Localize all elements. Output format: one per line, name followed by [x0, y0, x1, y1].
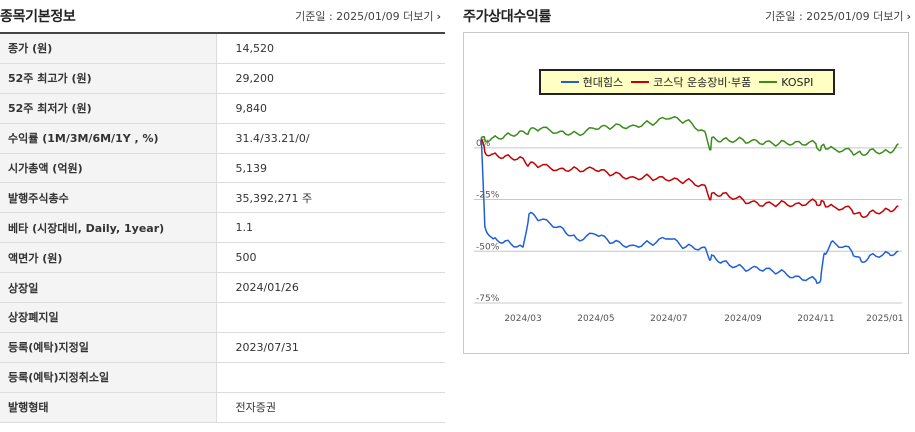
- info-row: 52주 최저가 (원) 9,840: [0, 93, 445, 124]
- chart-legend: 현대힘스 코스닥 운송장비·부품 KOSPI: [539, 69, 835, 95]
- basic-info-title: 종목기본정보: [0, 9, 76, 25]
- x-tick-label: 2024/09: [724, 314, 762, 324]
- relative-return-date: 기준일 : 2025/01/09: [765, 10, 870, 23]
- relative-return-header: 주가상대수익률 기준일 : 2025/01/09 더보기 ›: [463, 0, 913, 32]
- x-tick-label: 2025/01: [866, 314, 903, 324]
- relative-return-more-link[interactable]: 더보기 ›: [873, 10, 911, 23]
- legend-swatch: [759, 81, 778, 83]
- info-row: 발행형태 전자증권: [0, 392, 445, 423]
- info-row-label: 상장일: [0, 272, 217, 304]
- legend-item: 코스닥 운송장비·부품: [631, 74, 751, 90]
- legend-label: 코스닥 운송장비·부품: [653, 76, 752, 89]
- basic-info-meta: 기준일 : 2025/01/09 더보기 ›: [295, 8, 441, 24]
- info-row-label: 발행주식총수: [0, 182, 217, 214]
- info-row-label: 52주 최저가 (원): [0, 93, 217, 124]
- info-row: 상장일 2024/01/26: [0, 272, 445, 304]
- info-row-value: 9,840: [216, 93, 445, 124]
- legend-label: 현대힘스: [582, 76, 624, 89]
- info-row-label: 수익률 (1M/3M/6M/1Y , %): [0, 123, 217, 154]
- info-row: 발행주식총수 35,392,271 주: [0, 182, 445, 214]
- info-row: 종가 (원) 14,520: [0, 33, 445, 64]
- info-row: 시가총액 (억원) 5,139: [0, 153, 445, 184]
- x-tick-label: 2024/11: [797, 314, 834, 324]
- legend-label: KOSPI: [781, 75, 814, 89]
- info-row-value: 14,520: [216, 33, 445, 64]
- chevron-right-icon: ›: [436, 10, 441, 23]
- legend-swatch: [631, 81, 650, 83]
- info-row-value: 500: [216, 242, 445, 274]
- info-row-value: 전자증권: [216, 392, 445, 423]
- basic-info-date: 기준일 : 2025/01/09: [295, 10, 400, 23]
- info-row-value: [216, 362, 445, 393]
- info-row-label: 액면가 (원): [0, 242, 217, 274]
- info-row-value: 31.4/33.21/0/: [216, 123, 445, 154]
- chart-plot-area: 0%-25%-50%-75%2024/03 2024/05 2024/07 2024/…: [474, 115, 904, 324]
- info-row: 등록(예탁)지정취소일: [0, 362, 445, 393]
- basic-info-panel: 종목기본정보 기준일 : 2025/01/09 더보기 › 종가 (원) 14,52…: [0, 0, 445, 432]
- series-line: [480, 138, 899, 218]
- info-row-label: 종가 (원): [0, 33, 217, 64]
- info-row-value: [216, 302, 445, 333]
- relative-return-meta: 기준일 : 2025/01/09 더보기 ›: [765, 8, 911, 24]
- x-tick-label: 2024/03: [504, 314, 541, 324]
- info-row-label: 상장폐지일: [0, 302, 217, 333]
- basic-info-more-label: 더보기: [403, 10, 434, 23]
- info-row-value: 1.1: [216, 212, 445, 244]
- info-row: 액면가 (원) 500: [0, 242, 445, 274]
- info-row-value: 2024/01/26: [216, 272, 445, 304]
- legend-swatch: [560, 81, 579, 83]
- relative-return-panel: 주가상대수익률 기준일 : 2025/01/09 더보기 › 0% -25% -50%…: [463, 0, 913, 432]
- x-tick-label: 2024/07: [650, 314, 687, 324]
- y-tick-label: -50%: [476, 242, 500, 252]
- info-row-label: 베타 (시장대비, Daily, 1year): [0, 212, 217, 244]
- info-row-label: 등록(예탁)지정취소일: [0, 362, 217, 393]
- y-tick-label: -25%: [476, 191, 500, 201]
- info-row-value: 2023/07/31: [216, 332, 445, 363]
- info-row-value: 29,200: [216, 63, 445, 94]
- relative-return-more-label: 더보기: [873, 10, 904, 23]
- legend-item: KOSPI: [759, 76, 813, 89]
- chevron-right-icon: ›: [906, 10, 911, 23]
- info-row: 52주 최고가 (원) 29,200: [0, 63, 445, 94]
- info-row: 등록(예탁)지정일 2023/07/31: [0, 332, 445, 363]
- info-row-value: 35,392,271 주: [216, 182, 445, 214]
- y-tick-label: -75%: [476, 294, 500, 304]
- info-row: 수익률 (1M/3M/6M/1Y , %) 31.4/33.21/0/: [0, 123, 445, 154]
- relative-return-title: 주가상대수익률: [463, 9, 552, 25]
- info-row-label: 발행형태: [0, 392, 217, 423]
- basic-info-header: 종목기본정보 기준일 : 2025/01/09 더보기 ›: [0, 0, 445, 32]
- x-tick-label: 2024/05: [577, 314, 614, 324]
- series-line: [480, 115, 899, 156]
- legend-item: 현대힘스: [560, 74, 624, 90]
- info-row-value: 5,139: [216, 153, 445, 184]
- info-row: 베타 (시장대비, Daily, 1year) 1.1: [0, 212, 445, 244]
- info-row-label: 시가총액 (억원): [0, 153, 217, 184]
- basic-info-table: 종가 (원) 14,520 52주 최고가 (원) 29,200 52주 최저가 (원)…: [0, 32, 445, 423]
- basic-info-more-link[interactable]: 더보기 ›: [403, 10, 441, 23]
- relative-return-chart: 0% -25% -50% -75% 2024/03 2024/05 2024/07 2024/…: [463, 32, 909, 354]
- info-row: 상장폐지일: [0, 302, 445, 333]
- info-row-label: 등록(예탁)지정일: [0, 332, 217, 363]
- info-row-label: 52주 최고가 (원): [0, 63, 217, 94]
- series-line: [480, 137, 899, 284]
